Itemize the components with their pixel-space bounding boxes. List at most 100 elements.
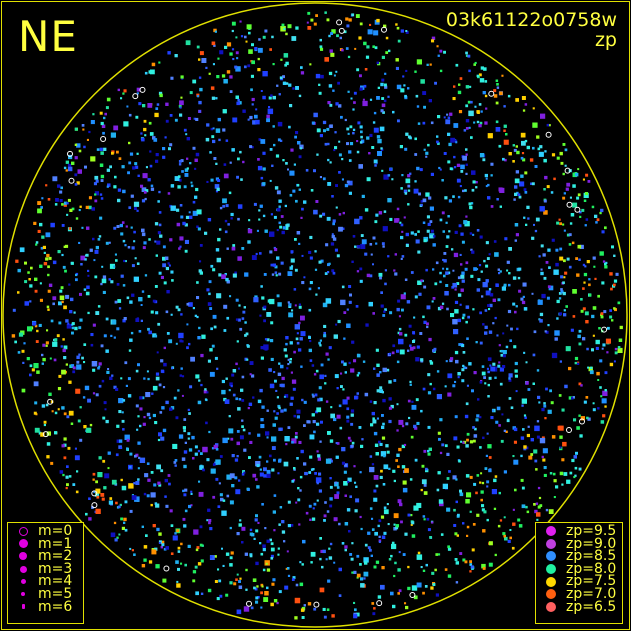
- star-point: [419, 168, 423, 172]
- star-point: [400, 520, 403, 524]
- star-point: [340, 299, 346, 306]
- star-point: [592, 402, 595, 405]
- star-point: [226, 474, 232, 480]
- star-point: [515, 145, 518, 148]
- star-point: [33, 381, 39, 387]
- star-point: [313, 502, 317, 506]
- star-point: [226, 494, 230, 498]
- star-point: [319, 397, 323, 402]
- star-point: [150, 187, 155, 191]
- star-point: [239, 577, 242, 580]
- star-point: [487, 357, 492, 361]
- star-point: [405, 30, 409, 34]
- star-point: [373, 111, 377, 115]
- star-point: [539, 437, 546, 444]
- star-point: [282, 75, 285, 79]
- star-point: [476, 120, 480, 124]
- star-point: [79, 292, 82, 296]
- star-point: [542, 458, 546, 462]
- star-point: [216, 367, 219, 370]
- star-point: [346, 142, 349, 146]
- star-point: [145, 534, 148, 537]
- legend-label: m=5: [38, 585, 73, 602]
- star-point: [407, 184, 411, 188]
- star-point: [173, 461, 177, 464]
- star-point: [556, 221, 560, 225]
- star-point: [52, 176, 58, 182]
- star-point: [199, 244, 203, 247]
- star-point: [266, 539, 270, 543]
- star-point: [23, 342, 26, 345]
- star-point: [210, 327, 213, 331]
- star-point: [261, 405, 265, 409]
- star-point: [499, 187, 505, 193]
- star-point: [337, 81, 340, 85]
- star-point: [78, 326, 82, 330]
- star-point: [130, 194, 134, 198]
- star-point: [360, 527, 363, 531]
- star-point: [266, 409, 269, 412]
- star-point: [162, 386, 166, 389]
- star-point: [383, 506, 387, 510]
- star-point: [100, 282, 103, 286]
- star-point: [252, 396, 255, 399]
- star-point: [187, 437, 190, 440]
- star-point: [134, 162, 138, 166]
- star-point: [309, 359, 313, 362]
- star-point: [563, 259, 566, 263]
- star-point: [392, 469, 396, 473]
- star-point: [437, 54, 440, 57]
- star-point: [165, 102, 169, 106]
- star-point: [167, 474, 171, 477]
- star-point: [543, 210, 548, 215]
- star-point: [586, 260, 590, 264]
- star-point: [558, 292, 562, 295]
- star-point: [39, 282, 42, 285]
- star-point: [437, 431, 441, 435]
- star-point: [400, 223, 404, 227]
- star-point: [54, 338, 58, 342]
- field-label: NE: [18, 12, 78, 61]
- star-point: [285, 82, 289, 85]
- star-point: [330, 32, 333, 35]
- star-point: [498, 272, 501, 275]
- star-point: [184, 441, 187, 444]
- star-point: [485, 454, 488, 457]
- star-point: [195, 548, 199, 552]
- star-point: [167, 192, 171, 195]
- star-point: [473, 267, 477, 271]
- star-point: [549, 389, 552, 393]
- star-point: [98, 235, 102, 238]
- star-point: [57, 250, 61, 254]
- star-point: [261, 585, 264, 588]
- star-point: [215, 477, 219, 481]
- star-point: [105, 349, 109, 353]
- star-point: [243, 471, 246, 474]
- star-point: [236, 532, 240, 536]
- star-point: [318, 341, 321, 345]
- star-point: [420, 200, 424, 203]
- star-point: [107, 451, 111, 455]
- star-point: [401, 174, 404, 177]
- star-point: [262, 151, 266, 155]
- star-point: [102, 275, 107, 279]
- star-point: [322, 607, 326, 611]
- star-point: [423, 483, 427, 487]
- star-point: [559, 360, 562, 363]
- star-point: [391, 543, 397, 550]
- star-point: [453, 166, 457, 169]
- star-point: [543, 158, 547, 163]
- star-point: [269, 231, 275, 237]
- star-point: [46, 442, 51, 446]
- star-point: [584, 265, 587, 268]
- star-point: [485, 279, 489, 283]
- star-point: [373, 401, 377, 405]
- zp-color-dot-icon: [546, 526, 556, 537]
- zp-color-dot-icon: [546, 589, 556, 600]
- star-point: [231, 21, 236, 26]
- star-point: [326, 18, 330, 22]
- star-point: [60, 186, 63, 190]
- star-point: [526, 510, 530, 514]
- star-point: [599, 359, 603, 363]
- star-point: [284, 354, 288, 358]
